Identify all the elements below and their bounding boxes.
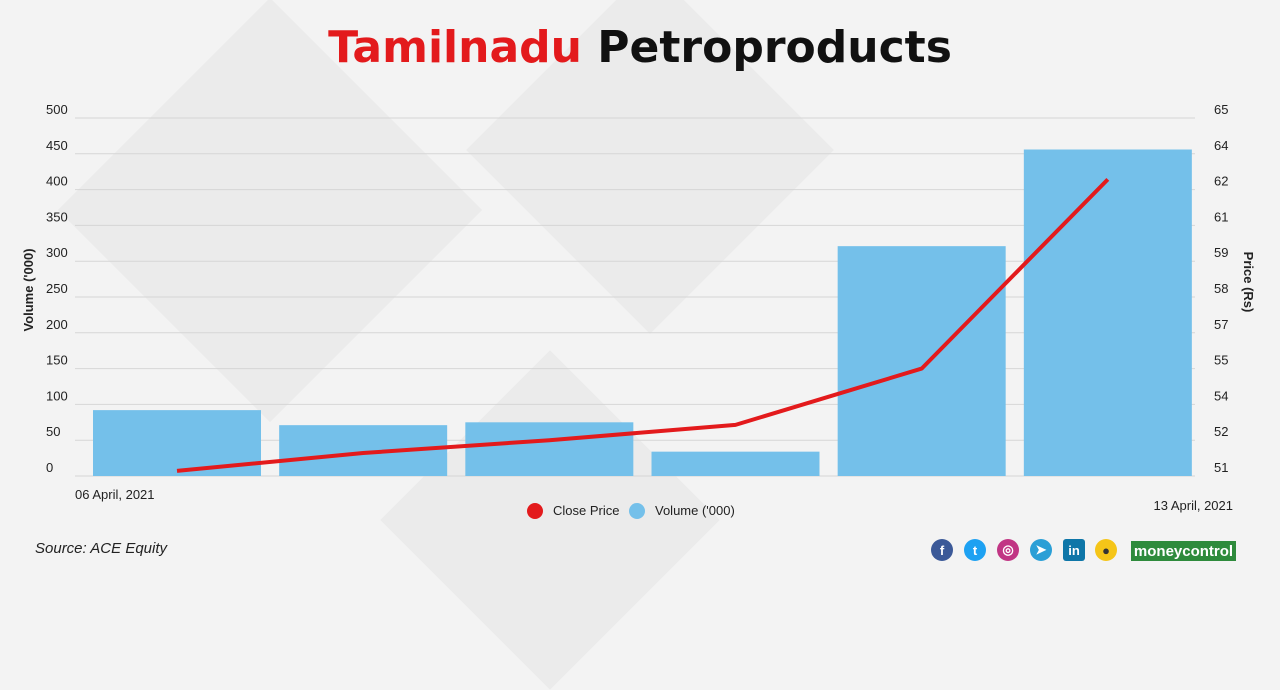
twitter-icon[interactable]: t [964, 539, 986, 561]
left-tick-label: 0 [46, 460, 53, 475]
right-tick-label: 59 [1214, 245, 1228, 260]
volume-bar [837, 246, 1006, 476]
left-tick-label: 350 [46, 209, 68, 224]
left-tick-label: 200 [46, 317, 68, 332]
source-note: Source: ACE Equity [35, 540, 168, 557]
telegram-icon[interactable]: ➤ [1030, 539, 1052, 561]
right-tick-label: 58 [1214, 281, 1228, 296]
chart-title: Tamilnadu Petroproducts [0, 22, 1280, 73]
title-highlight: Tamilnadu [328, 22, 582, 73]
left-tick-label: 50 [46, 424, 60, 439]
close-price-line [176, 177, 1110, 473]
legend-close-price-label: Close Price [553, 503, 619, 518]
left-tick-label: 100 [46, 388, 68, 403]
title-rest: Petroproducts [597, 22, 952, 73]
right-tick-label: 65 [1214, 102, 1228, 117]
x-end-label: 13 April, 2021 [1153, 498, 1233, 513]
left-axis-label: Volume ('000) [21, 248, 36, 331]
left-tick-label: 250 [46, 281, 68, 296]
right-tick-label: 57 [1214, 317, 1228, 332]
right-tick-label: 55 [1214, 353, 1228, 368]
price-line [176, 177, 1110, 473]
volume-bar [651, 451, 820, 476]
volume-bars [93, 149, 1192, 476]
volume-bar [1023, 149, 1192, 476]
legend-volume-label: Volume ('000) [655, 503, 735, 518]
linkedin-icon[interactable]: in [1063, 539, 1085, 561]
right-tick-label: 52 [1214, 424, 1228, 439]
left-tick-label: 450 [46, 138, 68, 153]
left-tick-label: 150 [46, 353, 68, 368]
x-start-label: 06 April, 2021 [75, 487, 155, 502]
volume-bar [465, 422, 634, 476]
right-tick-label: 54 [1214, 388, 1228, 403]
right-tick-label: 51 [1214, 460, 1228, 475]
grid-lines [75, 117, 1195, 477]
koo-icon[interactable]: ● [1095, 539, 1117, 561]
moneycontrol-logo[interactable]: moneycontrol [1131, 541, 1236, 561]
legend-close-price-marker [527, 503, 543, 519]
right-axis-label: Price (Rs) [1241, 252, 1256, 313]
left-tick-label: 500 [46, 102, 68, 117]
instagram-icon[interactable]: ◎ [997, 539, 1019, 561]
facebook-icon[interactable]: f [931, 539, 953, 561]
left-tick-label: 300 [46, 245, 68, 260]
right-tick-label: 61 [1214, 209, 1228, 224]
right-axis-ticks: 65 64 62 61 59 58 57 55 54 52 51 [1214, 102, 1228, 475]
left-tick-label: 400 [46, 174, 68, 189]
right-tick-label: 64 [1214, 138, 1228, 153]
right-tick-label: 62 [1214, 174, 1228, 189]
legend-volume-marker [629, 503, 645, 519]
